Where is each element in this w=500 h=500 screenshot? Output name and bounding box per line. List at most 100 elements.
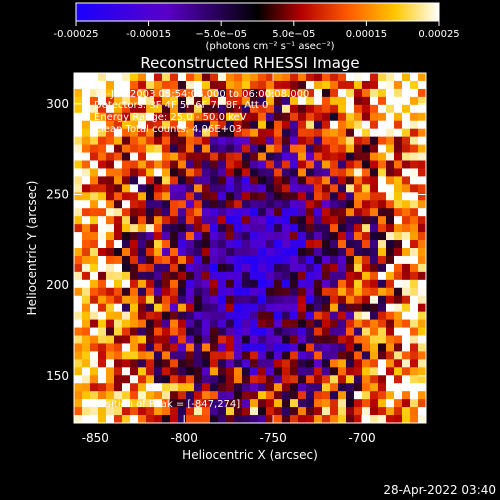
heatmap-cell: [226, 112, 235, 122]
heatmap-cell: [234, 311, 243, 320]
heatmap-cell: [346, 287, 355, 297]
heatmap-cell: [170, 303, 179, 313]
heatmap-cell: [186, 73, 195, 82]
heatmap-cell: [82, 176, 91, 185]
heatmap-cell: [202, 216, 211, 225]
heatmap-cell: [410, 88, 419, 98]
heatmap-cell: [202, 88, 211, 98]
heatmap-cell: [298, 271, 307, 281]
heatmap-cell: [162, 335, 171, 344]
heatmap-cell: [330, 144, 339, 153]
heatmap-cell: [282, 295, 291, 305]
colorbar-unit-label: (photons cm⁻² s⁻¹ asec⁻²): [205, 41, 334, 52]
heatmap-cell: [178, 375, 187, 384]
heatmap-cell: [146, 343, 155, 352]
heatmap-cell: [330, 343, 339, 352]
heatmap-cell: [90, 327, 99, 336]
heatmap-cell: [290, 88, 299, 98]
heatmap-cell: [386, 327, 395, 336]
heatmap-cell: [386, 80, 395, 90]
heatmap-cell: [154, 104, 163, 114]
heatmap-cell: [122, 88, 131, 98]
heatmap-cell: [194, 176, 203, 185]
heatmap-cell: [314, 263, 323, 273]
heatmap-cell: [306, 327, 315, 336]
heatmap-cell: [386, 303, 395, 313]
heatmap-cell: [242, 128, 251, 138]
heatmap-cell: [386, 391, 395, 400]
heatmap-cell: [394, 224, 403, 233]
heatmap-cell: [178, 73, 187, 82]
heatmap-cell: [154, 351, 163, 360]
heatmap-cell: [162, 279, 171, 289]
heatmap-cell: [138, 176, 147, 185]
heatmap-cell: [202, 359, 211, 368]
heatmap-cell: [178, 399, 187, 408]
heatmap-cell: [314, 311, 323, 320]
heatmap-cell: [274, 319, 283, 328]
heatmap-cell: [250, 295, 259, 305]
heatmap-cell: [386, 184, 395, 193]
heatmap-cell: [74, 160, 83, 169]
heatmap-cell: [98, 96, 107, 106]
heatmap-cell: [178, 96, 187, 106]
heatmap-cell: [194, 407, 203, 416]
heatmap-cell: [306, 367, 315, 376]
heatmap-cell: [218, 216, 227, 225]
heatmap-cell: [266, 415, 275, 424]
heatmap-cell: [410, 216, 419, 225]
heatmap-cell: [146, 152, 155, 161]
heatmap-cell: [370, 248, 379, 257]
heatmap-cell: [90, 104, 99, 114]
heatmap-cell: [154, 303, 163, 313]
heatmap-cell: [226, 335, 235, 344]
heatmap-cell: [138, 224, 147, 233]
heatmap-cell: [290, 73, 299, 82]
heatmap-cell: [386, 367, 395, 376]
heatmap-cell: [338, 200, 347, 209]
heatmap-cell: [114, 160, 123, 169]
heatmap-cell: [330, 415, 339, 424]
heatmap-cell: [146, 271, 155, 281]
heatmap-cell: [162, 112, 171, 122]
heatmap-cell: [410, 383, 419, 392]
heatmap-cell: [346, 255, 355, 265]
heatmap-cell: [186, 279, 195, 289]
heatmap-cell: [130, 176, 139, 185]
heatmap-cell: [106, 319, 115, 328]
heatmap-cell: [202, 407, 211, 416]
heatmap-cell: [354, 248, 363, 257]
heatmap-cell: [386, 343, 395, 352]
heatmap-cell: [106, 73, 115, 82]
heatmap-cell: [162, 295, 171, 305]
heatmap-cell: [122, 176, 131, 185]
heatmap-cell: [418, 367, 427, 376]
heatmap-cell: [114, 73, 123, 82]
heatmap-cell: [82, 112, 91, 122]
heatmap-cell: [154, 88, 163, 98]
heatmap-cell: [346, 303, 355, 313]
heatmap-cell: [226, 343, 235, 352]
heatmap-cell: [314, 240, 323, 249]
heatmap-cell: [386, 263, 395, 273]
heatmap-cell: [114, 327, 123, 336]
heatmap-cell: [90, 375, 99, 384]
heatmap-cell: [330, 192, 339, 201]
heatmap-cell: [146, 73, 155, 82]
heatmap-cell: [138, 168, 147, 177]
heatmap-cell: [74, 208, 83, 217]
heatmap-cell: [242, 232, 251, 241]
heatmap-cell: [298, 184, 307, 193]
heatmap-cell: [146, 160, 155, 169]
heatmap-cell: [322, 168, 331, 177]
heatmap-cell: [378, 311, 387, 320]
heatmap-cell: [130, 248, 139, 257]
heatmap-cell: [346, 279, 355, 289]
heatmap-cell: [378, 216, 387, 225]
heatmap-cell: [322, 136, 331, 145]
heatmap-cell: [234, 271, 243, 281]
heatmap-cell: [162, 176, 171, 185]
heatmap-cell: [410, 407, 419, 416]
heatmap-cell: [274, 391, 283, 400]
heatmap-cell: [378, 415, 387, 424]
